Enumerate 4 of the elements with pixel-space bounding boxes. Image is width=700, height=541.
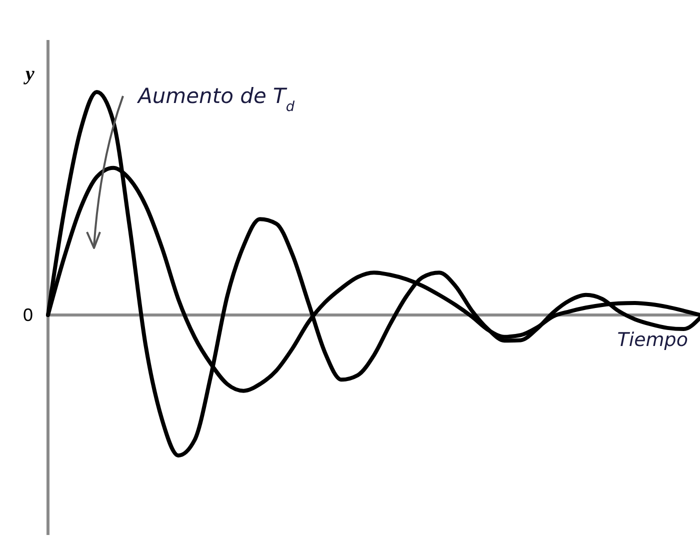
annotation: Aumento de T$_{d}$: [136, 84, 295, 115]
y-axis-title: y: [24, 63, 35, 85]
x-axis-title: Tiempo: [617, 329, 688, 351]
text: 0: [22, 305, 34, 325]
